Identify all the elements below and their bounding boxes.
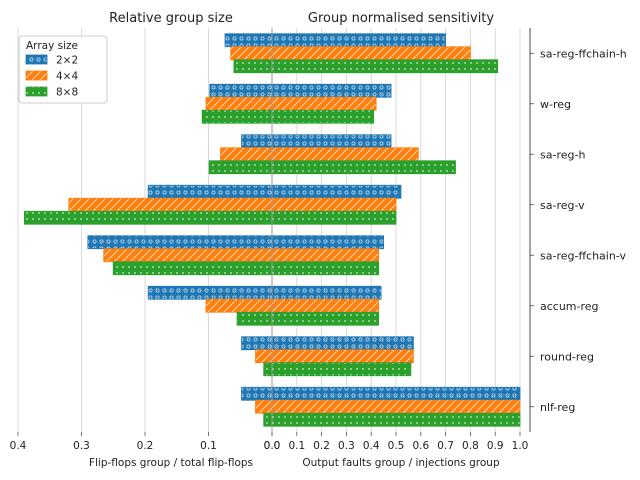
right-panel: Group normalised sensitivity 0.0 0.1 0.2 0.3… <box>264 11 531 469</box>
right-tick-label: 0.3 <box>338 440 355 452</box>
right-bar-sa-reg-v-2x2 <box>271 184 402 199</box>
right-bar-sa-reg-ffchain-h-4x4 <box>271 46 471 61</box>
right-bar-w-reg-4x4 <box>271 96 377 111</box>
category-labels: sa-reg-ffchain-h w-reg sa-reg-h sa-reg-v sa-… <box>530 47 627 414</box>
left-bar-sa-reg-h-2x2 <box>241 134 273 149</box>
right-tick-label: 0.8 <box>462 440 479 452</box>
right-bar-sa-reg-v-4x4 <box>271 197 397 212</box>
right-bar-accum-reg-2x2 <box>271 285 382 300</box>
category-label-accum-reg: accum-reg <box>540 300 599 313</box>
right-bar-sa-reg-ffchain-h-2x2 <box>271 33 447 48</box>
right-title: Group normalised sensitivity <box>308 11 495 26</box>
right-bar-sa-reg-v-8x8 <box>271 210 397 225</box>
right-bar-sa-reg-h-4x4 <box>271 147 419 162</box>
left-bar-accum-reg-2x2 <box>147 285 273 300</box>
left-bar-sa-reg-ffchain-v-2x2 <box>87 235 273 250</box>
left-bar-accum-reg-8x8 <box>236 311 273 326</box>
right-bar-round-reg-8x8 <box>271 362 412 377</box>
category-label-nlf-reg: nlf-reg <box>540 401 575 414</box>
right-bar-round-reg-2x2 <box>271 336 414 351</box>
left-bar-sa-reg-ffchain-h-2x2 <box>224 33 273 48</box>
left-bar-sa-reg-h-4x4 <box>220 147 273 162</box>
left-xlabel: Flip-flops group / total flip-flops <box>89 457 253 469</box>
right-tick-label: 0.5 <box>388 440 405 452</box>
right-tick-label: 1.0 <box>512 440 529 452</box>
left-panel: Relative group size 0.4 0.3 0.2 0.1 0.0 Flip-f… <box>10 11 281 469</box>
category-label-round-reg: round-reg <box>540 350 594 363</box>
left-bar-round-reg-2x2 <box>241 336 273 351</box>
category-label-sa-reg-v: sa-reg-v <box>540 199 585 212</box>
right-bar-sa-reg-h-8x8 <box>271 160 456 175</box>
left-tick-label: 0.3 <box>73 440 90 452</box>
left-tick-label: 0.4 <box>10 440 27 452</box>
category-label-sa-reg-ffchain-h: sa-reg-ffchain-h <box>540 47 627 60</box>
right-bar-nlf-reg-8x8 <box>271 412 521 427</box>
legend-swatch-2x2 <box>25 54 48 65</box>
legend-label-4x4: 4×4 <box>56 71 78 83</box>
right-bar-accum-reg-8x8 <box>271 311 380 326</box>
right-bar-sa-reg-ffchain-h-8x8 <box>271 59 499 74</box>
left-bar-sa-reg-ffchain-h-4x4 <box>230 46 273 61</box>
legend: Array size 2×2 4×4 8×8 <box>18 35 108 104</box>
legend-swatch-8x8 <box>25 86 48 97</box>
left-bar-nlf-reg-8x8 <box>263 412 273 427</box>
right-bar-sa-reg-ffchain-v-8x8 <box>271 261 380 276</box>
left-bar-sa-reg-v-8x8 <box>23 210 273 225</box>
left-bar-w-reg-4x4 <box>205 96 273 111</box>
left-bar-sa-reg-ffchain-v-4x4 <box>103 248 273 263</box>
right-tick-label: 0.2 <box>313 440 330 452</box>
category-label-sa-reg-h: sa-reg-h <box>540 148 585 161</box>
left-tick-label: 0.1 <box>200 440 217 452</box>
right-bar-w-reg-2x2 <box>271 83 392 98</box>
left-bar-sa-reg-h-8x8 <box>208 160 273 175</box>
right-bar-round-reg-4x4 <box>271 349 414 364</box>
legend-title: Array size <box>26 40 78 52</box>
left-bar-accum-reg-4x4 <box>205 298 273 313</box>
legend-label-2x2: 2×2 <box>56 55 78 67</box>
right-tick-label: 0.4 <box>363 440 380 452</box>
right-tick-label: 0.7 <box>437 440 454 452</box>
left-bar-w-reg-2x2 <box>209 83 273 98</box>
left-bar-nlf-reg-2x2 <box>241 386 273 401</box>
right-tick-label: 0.1 <box>288 440 305 452</box>
right-bar-nlf-reg-2x2 <box>271 386 521 401</box>
legend-label-8x8: 8×8 <box>56 87 78 99</box>
left-bar-w-reg-8x8 <box>201 109 273 124</box>
left-bar-nlf-reg-4x4 <box>255 399 273 414</box>
right-bar-accum-reg-4x4 <box>271 298 380 313</box>
left-bar-round-reg-8x8 <box>263 362 273 377</box>
legend-frame <box>18 35 108 104</box>
left-tick-label: 0.0 <box>264 440 281 452</box>
left-bar-sa-reg-ffchain-v-8x8 <box>112 261 273 276</box>
right-tick-label: 0.9 <box>487 440 504 452</box>
legend-swatch-4x4 <box>25 70 48 81</box>
left-title: Relative group size <box>109 11 233 26</box>
left-bar-sa-reg-v-2x2 <box>147 184 273 199</box>
right-bar-sa-reg-h-2x2 <box>271 134 392 149</box>
left-bar-sa-reg-ffchain-h-8x8 <box>233 59 273 74</box>
right-bar-nlf-reg-4x4 <box>271 399 521 414</box>
left-tick-label: 0.2 <box>137 440 154 452</box>
left-bar-round-reg-4x4 <box>255 349 273 364</box>
right-tick-label: 0.0 <box>264 440 281 452</box>
right-tick-label: 0.6 <box>412 440 429 452</box>
category-label-w-reg: w-reg <box>540 98 571 111</box>
left-bar-sa-reg-v-4x4 <box>68 197 273 212</box>
right-bar-sa-reg-ffchain-v-4x4 <box>271 248 380 263</box>
right-bar-w-reg-8x8 <box>271 109 375 124</box>
category-label-sa-reg-ffchain-v: sa-reg-ffchain-v <box>540 249 626 262</box>
right-bar-sa-reg-ffchain-v-2x2 <box>271 235 384 250</box>
right-xlabel: Output faults group / injections group <box>302 457 500 469</box>
